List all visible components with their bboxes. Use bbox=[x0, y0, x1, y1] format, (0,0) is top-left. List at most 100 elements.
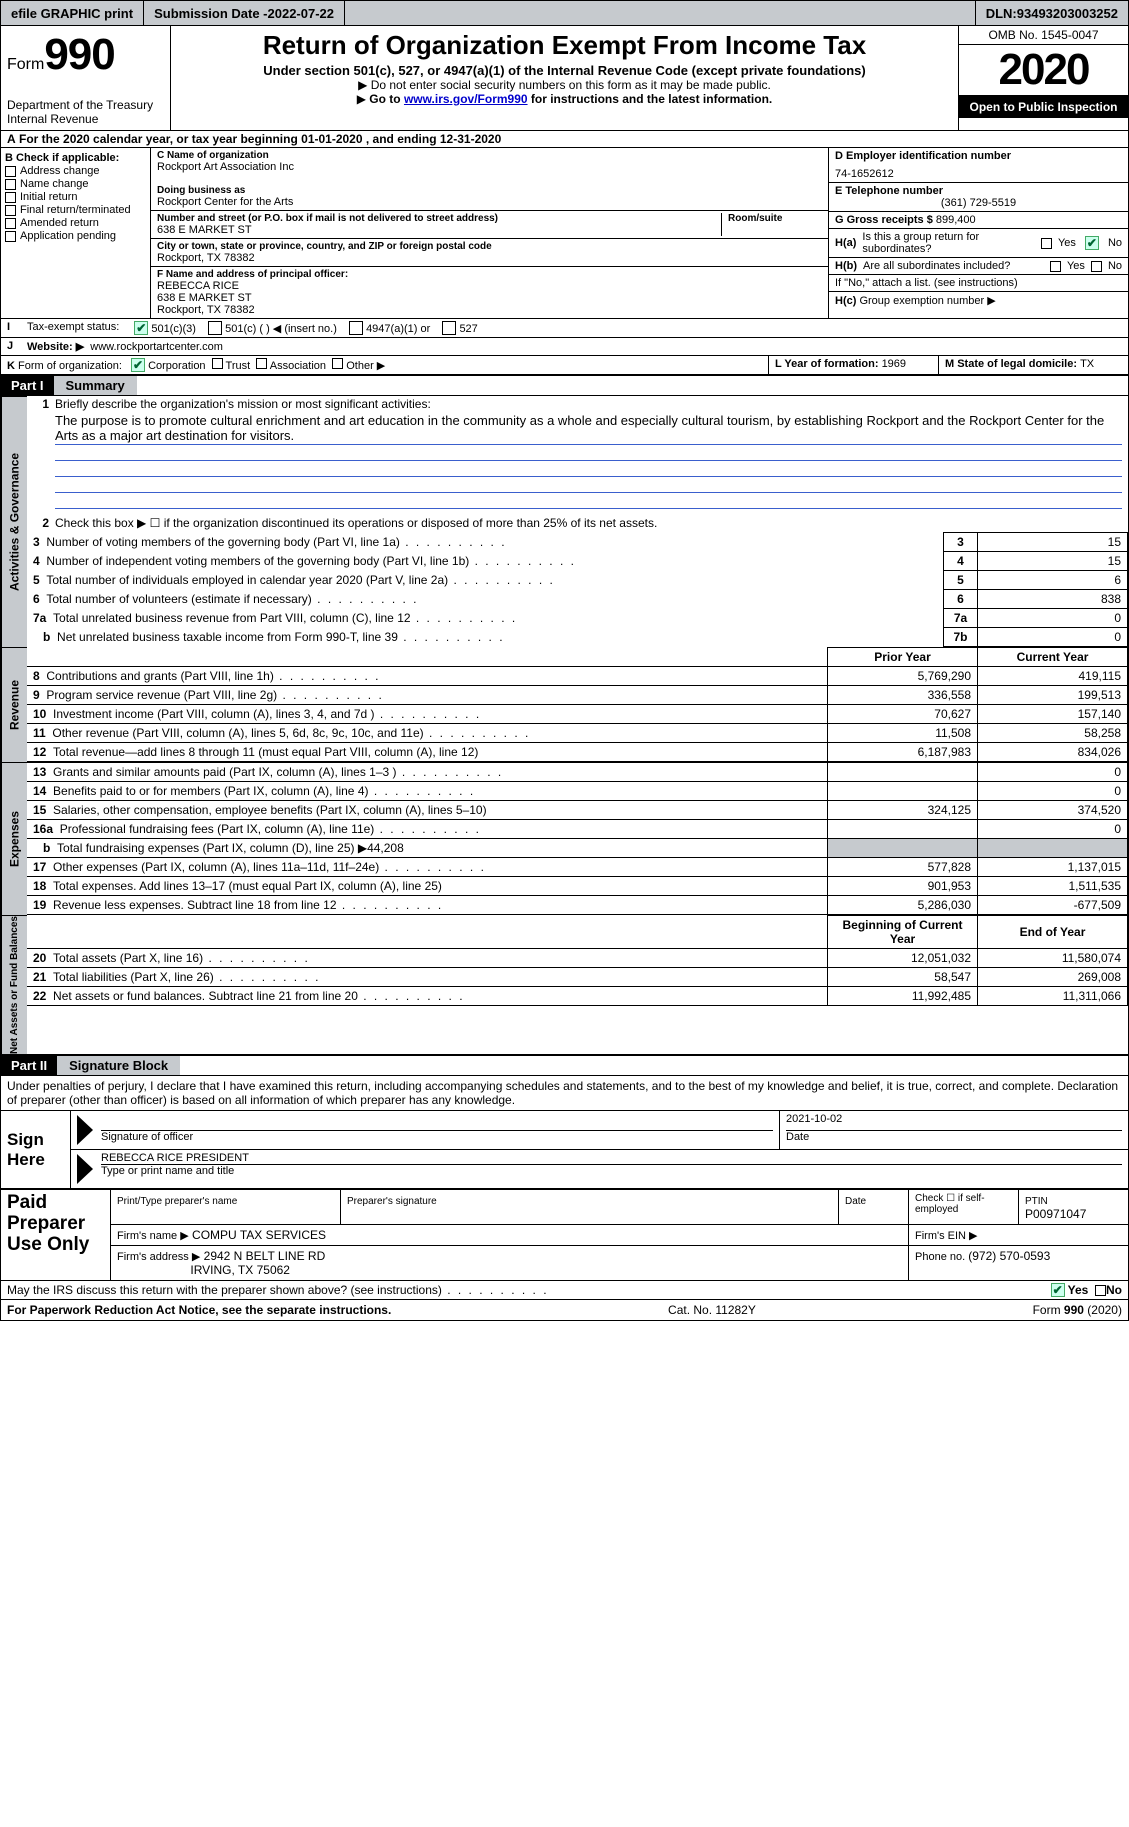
table-row: 16a Professional fundraising fees (Part … bbox=[27, 820, 1128, 839]
table-row: 3 Number of voting members of the govern… bbox=[27, 533, 1128, 552]
table-row: 21 Total liabilities (Part X, line 26)58… bbox=[27, 968, 1128, 987]
rule bbox=[55, 477, 1122, 493]
hc-text: Group exemption number ▶ bbox=[859, 295, 995, 307]
dba-value: Rockport Center for the Arts bbox=[157, 196, 822, 208]
form-title: Return of Organization Exempt From Incom… bbox=[179, 30, 950, 61]
form-of-org-row: K Form of organization: ✔Corporation Tru… bbox=[0, 356, 1129, 375]
check-if-applicable: B Check if applicable: Address change Na… bbox=[1, 148, 151, 318]
room-label: Room/suite bbox=[728, 213, 822, 224]
check-icon[interactable]: ✔ bbox=[131, 358, 145, 372]
col-current-year: Current Year bbox=[978, 648, 1128, 667]
omb-number: OMB No. 1545-0047 bbox=[959, 26, 1128, 45]
entity-block: B Check if applicable: Address change Na… bbox=[0, 148, 1129, 319]
checkbox-icon bbox=[5, 205, 16, 216]
instructions-link: Go to www.irs.gov/Form990 for instructio… bbox=[179, 92, 950, 106]
checkbox-icon[interactable] bbox=[332, 358, 343, 369]
rule bbox=[55, 461, 1122, 477]
checkbox-icon[interactable] bbox=[1041, 238, 1052, 249]
check-address-change[interactable]: Address change bbox=[5, 165, 146, 177]
paid-preparer-label: Paid Preparer Use Only bbox=[1, 1190, 111, 1281]
checkbox-icon[interactable]: ✔ bbox=[442, 321, 456, 335]
expenses-section: Expenses 13 Grants and similar amounts p… bbox=[0, 762, 1129, 915]
form990-link[interactable]: www.irs.gov/Form990 bbox=[404, 92, 528, 106]
arrow-icon bbox=[77, 1115, 93, 1145]
dln: DLN: 93493203003252 bbox=[975, 1, 1128, 25]
checkbox-icon[interactable] bbox=[1050, 261, 1061, 272]
check-amended[interactable]: Amended return bbox=[5, 217, 146, 229]
check-icon[interactable]: ✔ bbox=[134, 321, 148, 335]
check-pending[interactable]: Application pending bbox=[5, 230, 146, 242]
checkbox-icon[interactable]: ✔ bbox=[208, 321, 222, 335]
h-note: If "No," attach a list. (see instruction… bbox=[829, 275, 1128, 292]
firm-phone: (972) 570-0593 bbox=[968, 1249, 1050, 1263]
col-beginning: Beginning of Current Year bbox=[828, 916, 978, 949]
org-name-label: C Name of organization bbox=[157, 150, 822, 161]
table-row: 20 Total assets (Part X, line 16)12,051,… bbox=[27, 949, 1128, 968]
form-id-box: Form990 Department of the Treasury Inter… bbox=[1, 26, 171, 130]
expenses-table: 13 Grants and similar amounts paid (Part… bbox=[27, 762, 1128, 915]
table-row: 11 Other revenue (Part VIII, column (A),… bbox=[27, 724, 1128, 743]
line-2: Check this box ▶ ☐ if the organization d… bbox=[55, 516, 1128, 530]
ha-text: Is this a group return for subordinates? bbox=[862, 231, 1035, 255]
table-row: 17 Other expenses (Part IX, column (A), … bbox=[27, 858, 1128, 877]
side-net-assets: Net Assets or Fund Balances bbox=[1, 915, 27, 1054]
check-icon[interactable]: ✔ bbox=[1051, 1283, 1065, 1297]
dba-label: Doing business as bbox=[157, 185, 822, 196]
checkbox-icon bbox=[5, 166, 16, 177]
preparer-table: Paid Preparer Use Only Print/Type prepar… bbox=[0, 1189, 1129, 1281]
governance-section: Activities & Governance 1Briefly describ… bbox=[0, 396, 1129, 647]
arrow-icon bbox=[77, 1154, 93, 1184]
penalties-text: Under penalties of perjury, I declare th… bbox=[1, 1076, 1128, 1111]
name-title-label: Type or print name and title bbox=[101, 1165, 234, 1177]
checkbox-icon[interactable] bbox=[212, 358, 223, 369]
sig-date: 2021-10-02 bbox=[786, 1113, 1122, 1131]
part1-header: Part I Summary bbox=[0, 375, 1129, 396]
ssn-note: Do not enter social security numbers on … bbox=[179, 78, 950, 92]
table-row: 18 Total expenses. Add lines 13–17 (must… bbox=[27, 877, 1128, 896]
city-label: City or town, state or province, country… bbox=[157, 241, 822, 252]
form-header: Form990 Department of the Treasury Inter… bbox=[0, 26, 1129, 131]
rule bbox=[55, 493, 1122, 509]
form-subtitle: Under section 501(c), 527, or 4947(a)(1)… bbox=[179, 63, 950, 78]
submission-date: Submission Date - 2022-07-22 bbox=[144, 1, 345, 25]
revenue-table: Prior YearCurrent Year 8 Contributions a… bbox=[27, 647, 1128, 762]
officer-city: Rockport, TX 78382 bbox=[157, 304, 822, 316]
street-value: 638 E MARKET ST bbox=[157, 224, 721, 236]
paperwork-notice: For Paperwork Reduction Act Notice, see … bbox=[7, 1303, 391, 1317]
table-row: 6 Total number of volunteers (estimate i… bbox=[27, 590, 1128, 609]
check-icon[interactable]: ✔ bbox=[1085, 236, 1099, 250]
checkbox-icon[interactable] bbox=[256, 358, 267, 369]
mission-label: Briefly describe the organization's miss… bbox=[55, 397, 1128, 411]
table-row: b Net unrelated business taxable income … bbox=[27, 628, 1128, 647]
sig-officer-label: Signature of officer bbox=[101, 1131, 193, 1143]
revenue-section: Revenue Prior YearCurrent Year 8 Contrib… bbox=[0, 647, 1129, 762]
gross-value: 899,400 bbox=[936, 214, 976, 226]
website-url[interactable]: www.rockportartcenter.com bbox=[90, 341, 223, 353]
treasury-dept: Department of the Treasury bbox=[7, 98, 164, 112]
ein-value: 74-1652612 bbox=[835, 168, 1122, 180]
phone-value: (361) 729-5519 bbox=[835, 197, 1122, 209]
net-assets-section: Net Assets or Fund Balances Beginning of… bbox=[0, 915, 1129, 1055]
firm-addr: 2942 N BELT LINE RD bbox=[204, 1249, 326, 1263]
footer: For Paperwork Reduction Act Notice, see … bbox=[0, 1300, 1129, 1321]
check-final-return[interactable]: Final return/terminated bbox=[5, 204, 146, 216]
col-end: End of Year bbox=[978, 916, 1128, 949]
firm-name: COMPU TAX SERVICES bbox=[192, 1228, 326, 1242]
street-label: Number and street (or P.O. box if mail i… bbox=[157, 213, 721, 224]
side-governance: Activities & Governance bbox=[1, 396, 27, 647]
check-name-change[interactable]: Name change bbox=[5, 178, 146, 190]
checkbox-icon[interactable]: ✔ bbox=[349, 321, 363, 335]
check-initial-return[interactable]: Initial return bbox=[5, 191, 146, 203]
self-employed-check[interactable]: Check ☐ if self-employed bbox=[909, 1190, 1019, 1225]
city-value: Rockport, TX 78382 bbox=[157, 252, 822, 264]
officer-label: F Name and address of principal officer: bbox=[157, 269, 822, 280]
checkbox-icon[interactable] bbox=[1091, 261, 1102, 272]
phone-label: E Telephone number bbox=[835, 185, 943, 197]
table-row: 14 Benefits paid to or for members (Part… bbox=[27, 782, 1128, 801]
row-a-period: A For the 2020 calendar year, or tax yea… bbox=[0, 131, 1129, 148]
table-row: 4 Number of independent voting members o… bbox=[27, 552, 1128, 571]
officer-name: REBECCA RICE bbox=[157, 280, 822, 292]
date-label: Date bbox=[786, 1131, 809, 1143]
checkbox-icon[interactable] bbox=[1095, 1285, 1106, 1296]
col-prior-year: Prior Year bbox=[828, 648, 978, 667]
